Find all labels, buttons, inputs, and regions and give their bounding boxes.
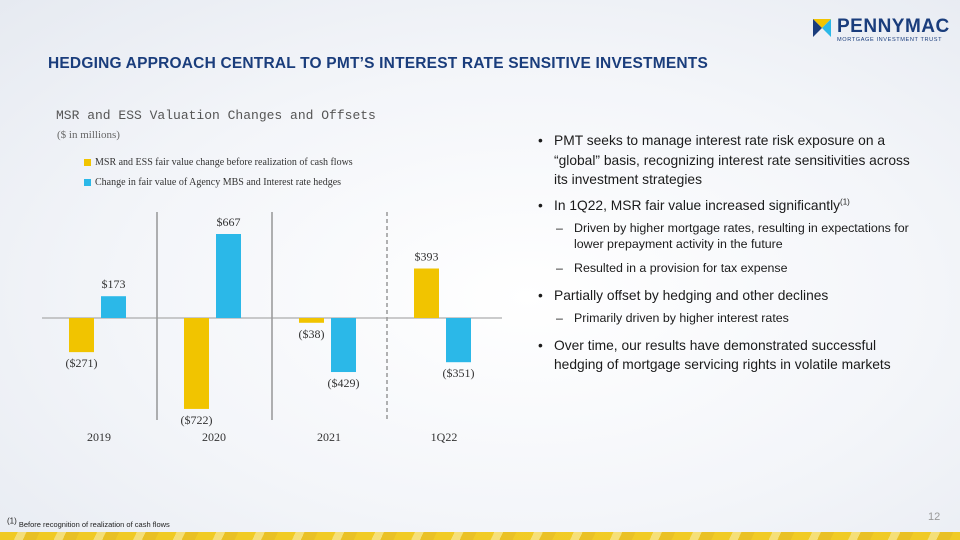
bullet-item: Partially offset by hedging and other de… [538, 286, 918, 306]
legend-swatch-msr [84, 158, 91, 166]
data-label: ($271) [66, 356, 98, 370]
footnote: (1) Before recognition of realization of… [7, 516, 170, 529]
category-label-2020: 2020 [202, 430, 226, 444]
data-label: $393 [415, 250, 439, 264]
legend-label-hedges: Change in fair value of Agency MBS and I… [95, 176, 342, 188]
chart-title: MSR and ESS Valuation Changes and Offset… [56, 108, 376, 123]
bullet-text: Driven by higher mortgage rates, resulti… [574, 221, 909, 251]
data-label: ($429) [328, 376, 360, 390]
bullet-superscript: (1) [840, 196, 850, 206]
legend-label-msr: MSR and ESS fair value change before rea… [95, 156, 353, 168]
sub-bullet-item: – Resulted in a provision for tax expense [538, 261, 918, 277]
bullet-list: PMT seeks to manage interest rate risk e… [538, 131, 918, 381]
pennymac-logo: PENNYMAC MORTGAGE INVESTMENT TRUST [813, 16, 949, 47]
bullet-text: In 1Q22, MSR fair value increased signif… [554, 197, 841, 213]
logo-name: PENNYMAC [837, 16, 950, 37]
bullet-item: Over time, our results have demonstrated… [538, 336, 918, 375]
bar-msr-2019 [69, 318, 94, 353]
page-title: HEDGING APPROACH CENTRAL TO PMT’S INTERE… [48, 55, 708, 72]
legend-item-msr: MSR and ESS fair value change before rea… [84, 152, 353, 172]
logo-tagline: MORTGAGE INVESTMENT TRUST [837, 37, 943, 43]
bar-hedges-1Q22 [446, 318, 471, 363]
sub-bullet-item: – Driven by higher mortgage rates, result… [538, 221, 918, 252]
chart-legend: MSR and ESS fair value change before rea… [84, 152, 353, 192]
bar-msr-2020 [184, 318, 209, 409]
legend-swatch-hedges [84, 178, 91, 186]
decorative-bottom-strip [0, 532, 960, 540]
bar-msr-2021 [299, 318, 324, 323]
dash-marker: – [556, 221, 563, 235]
bullet-item: PMT seeks to manage interest rate risk e… [538, 131, 918, 190]
bullet-text: Partially offset by hedging and other de… [554, 287, 829, 303]
chart-subtitle: ($ in millions) [57, 129, 120, 141]
pennymac-logo-icon [813, 19, 831, 37]
data-label: $173 [102, 277, 126, 291]
sub-bullet-item: – Primarily driven by higher interest rat… [538, 311, 918, 327]
page-number: 12 [928, 511, 941, 523]
category-label-2019: 2019 [87, 430, 111, 444]
bullet-item: In 1Q22, MSR fair value increased signif… [538, 196, 918, 216]
bar-msr-1Q22 [414, 268, 439, 318]
data-label: ($38) [299, 327, 325, 341]
category-label-2021: 2021 [317, 430, 341, 444]
bullet-text: Resulted in a provision for tax expense [574, 261, 788, 275]
bar-chart: ($271) $173 2019 ($722) $667 2020 ($38) ($429) 2… [42, 212, 502, 444]
bar-hedges-2021 [331, 318, 356, 373]
bar-hedges-2020 [216, 234, 241, 318]
bar-hedges-2019 [101, 296, 126, 318]
bullet-text: Primarily driven by higher interest rate… [574, 311, 789, 325]
data-label: $667 [217, 215, 241, 229]
dash-marker: – [556, 261, 563, 275]
footnote-text: Before recognition of realization of cas… [16, 520, 170, 529]
dash-marker: – [556, 311, 563, 325]
data-label: ($351) [443, 366, 475, 380]
bullet-text: Over time, our results have demonstrated… [554, 337, 891, 373]
legend-item-hedges: Change in fair value of Agency MBS and I… [84, 172, 353, 192]
data-label: ($722) [181, 413, 213, 427]
bullet-text: PMT seeks to manage interest rate risk e… [554, 133, 910, 187]
category-label-1Q22: 1Q22 [431, 430, 458, 444]
footnote-mark: (1) [7, 516, 17, 526]
